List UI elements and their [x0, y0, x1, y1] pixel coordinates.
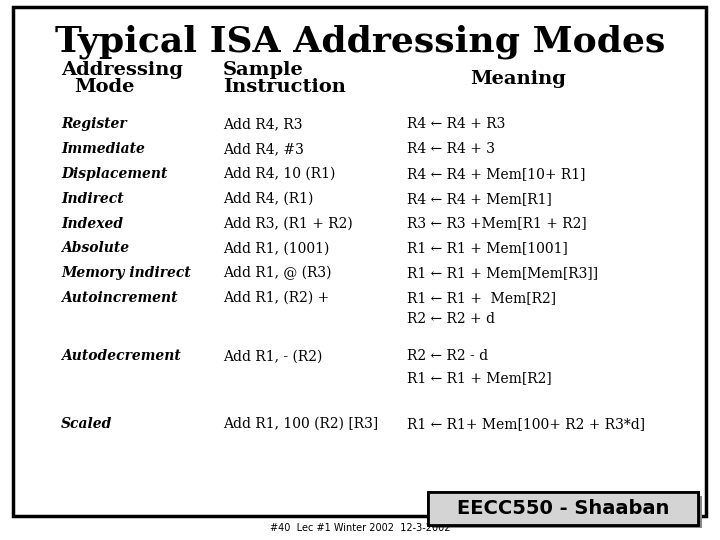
Text: R1 ← R1 + Mem[Mem[R3]]: R1 ← R1 + Mem[Mem[R3]]: [407, 266, 598, 280]
FancyBboxPatch shape: [13, 7, 706, 516]
Text: #40  Lec #1 Winter 2002  12-3-2002: #40 Lec #1 Winter 2002 12-3-2002: [270, 523, 450, 533]
Text: R4 ← R4 + R3: R4 ← R4 + R3: [407, 117, 505, 131]
Text: Addressing: Addressing: [61, 61, 183, 79]
Text: R1 ← R1+ Mem[100+ R2 + R3*d]: R1 ← R1+ Mem[100+ R2 + R3*d]: [407, 417, 645, 431]
Text: Immediate: Immediate: [61, 142, 145, 156]
Text: Memory indirect: Memory indirect: [61, 266, 191, 280]
Text: Add R1, 100 (R2) [R3]: Add R1, 100 (R2) [R3]: [223, 417, 379, 431]
Text: Scaled: Scaled: [61, 417, 112, 431]
Text: Absolute: Absolute: [61, 241, 130, 255]
Text: R1 ← R1 +  Mem[R2]: R1 ← R1 + Mem[R2]: [407, 291, 556, 305]
Text: R4 ← R4 + Mem[10+ R1]: R4 ← R4 + Mem[10+ R1]: [407, 167, 585, 181]
Text: Displacement: Displacement: [61, 167, 168, 181]
Text: Indirect: Indirect: [61, 192, 124, 206]
Text: Sample: Sample: [223, 61, 304, 79]
Text: Autoincrement: Autoincrement: [61, 291, 178, 305]
Text: Add R3, (R1 + R2): Add R3, (R1 + R2): [223, 217, 353, 231]
Text: Register: Register: [61, 117, 127, 131]
Text: Add R4, (R1): Add R4, (R1): [223, 192, 314, 206]
Text: Indexed: Indexed: [61, 217, 123, 231]
Text: Add R1, (1001): Add R1, (1001): [223, 241, 330, 255]
Text: Instruction: Instruction: [223, 78, 346, 97]
Text: R4 ← R4 + 3: R4 ← R4 + 3: [407, 142, 495, 156]
FancyBboxPatch shape: [428, 492, 698, 525]
Text: Meaning: Meaning: [470, 70, 567, 88]
Text: Add R1, - (R2): Add R1, - (R2): [223, 349, 323, 363]
Text: Add R4, 10 (R1): Add R4, 10 (R1): [223, 167, 336, 181]
Text: R4 ← R4 + Mem[R1]: R4 ← R4 + Mem[R1]: [407, 192, 552, 206]
Text: Add R1, @ (R3): Add R1, @ (R3): [223, 266, 332, 280]
Text: R3 ← R3 +Mem[R1 + R2]: R3 ← R3 +Mem[R1 + R2]: [407, 217, 587, 231]
FancyBboxPatch shape: [432, 496, 702, 528]
Text: R2 ← R2 - d: R2 ← R2 - d: [407, 349, 488, 363]
Text: Add R4, #3: Add R4, #3: [223, 142, 304, 156]
Text: R1 ← R1 + Mem[1001]: R1 ← R1 + Mem[1001]: [407, 241, 567, 255]
Text: R2 ← R2 + d: R2 ← R2 + d: [407, 312, 495, 326]
Text: Mode: Mode: [74, 78, 135, 97]
Text: Add R4, R3: Add R4, R3: [223, 117, 302, 131]
Text: Typical ISA Addressing Modes: Typical ISA Addressing Modes: [55, 24, 665, 59]
Text: Autodecrement: Autodecrement: [61, 349, 181, 363]
Text: Add R1, (R2) +: Add R1, (R2) +: [223, 291, 330, 305]
Text: R1 ← R1 + Mem[R2]: R1 ← R1 + Mem[R2]: [407, 371, 552, 385]
FancyBboxPatch shape: [428, 492, 698, 525]
Text: EECC550 - Shaaban: EECC550 - Shaaban: [457, 499, 669, 518]
